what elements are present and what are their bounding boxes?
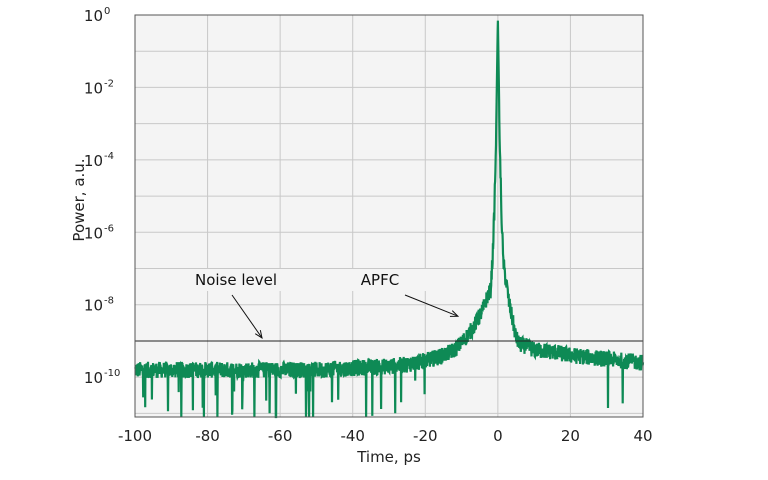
annotations: Noise level APFC xyxy=(184,269,460,339)
series-line-power xyxy=(134,20,645,419)
y-tick-label: 10 xyxy=(84,297,103,315)
annotation-arrowhead xyxy=(449,310,460,317)
y-tick-exponent: -10 xyxy=(104,368,120,379)
plot-frame xyxy=(134,14,644,418)
annotation-label: APFC xyxy=(361,271,399,289)
annotation-label: Noise level xyxy=(195,271,277,289)
y-tick-label: 10 xyxy=(84,369,103,387)
x-tick-label: -20 xyxy=(413,427,438,445)
x-tick-labels: -100 -80 -60 -40 -20 0 20 40 xyxy=(118,427,653,445)
x-tick-label: 40 xyxy=(633,427,652,445)
y-axis-label: Power, a.u. xyxy=(70,158,88,241)
annotation-arrowhead xyxy=(254,330,263,339)
annotation-arrow xyxy=(231,294,263,339)
y-tick-label: 10 xyxy=(84,224,103,242)
y-tick-exponent: -2 xyxy=(104,78,114,89)
y-tick-label: 10 xyxy=(84,79,103,97)
y-tick-exponent: -6 xyxy=(104,223,114,234)
y-tick-exponent: -4 xyxy=(104,151,114,162)
x-tick-label: 0 xyxy=(493,427,503,445)
x-tick-label: -60 xyxy=(268,427,293,445)
x-tick-label: -100 xyxy=(118,427,152,445)
x-tick-label: -80 xyxy=(195,427,220,445)
y-tick-label: 10 xyxy=(84,7,103,25)
annotation-bg xyxy=(328,269,432,291)
x-tick-label: 20 xyxy=(561,427,580,445)
y-tick-label: 10 xyxy=(84,152,103,170)
x-axis-label: Time, ps xyxy=(356,448,421,466)
y-tick-exponent: -8 xyxy=(104,296,114,307)
annotation-bg xyxy=(184,269,288,291)
x-tick-label: -40 xyxy=(340,427,365,445)
annotation-arrow xyxy=(404,294,459,317)
y-tick-exponent: 0 xyxy=(104,6,110,17)
